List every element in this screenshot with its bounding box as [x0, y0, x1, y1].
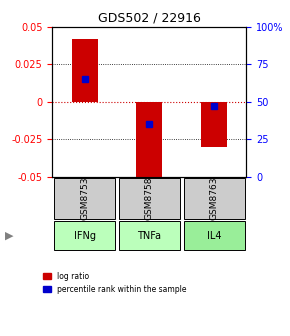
Bar: [72, 39, 97, 102]
FancyBboxPatch shape: [54, 221, 115, 250]
FancyBboxPatch shape: [54, 178, 115, 219]
Text: IL4: IL4: [207, 231, 221, 241]
Text: GSM8753: GSM8753: [80, 177, 89, 220]
Text: GSM8763: GSM8763: [210, 177, 219, 220]
FancyBboxPatch shape: [184, 178, 244, 219]
Text: TNFa: TNFa: [137, 231, 161, 241]
Text: IFNg: IFNg: [74, 231, 96, 241]
FancyBboxPatch shape: [119, 178, 180, 219]
Title: GDS502 / 22916: GDS502 / 22916: [98, 11, 201, 24]
FancyBboxPatch shape: [184, 221, 244, 250]
Bar: [201, 102, 227, 147]
Text: GSM8758: GSM8758: [145, 177, 154, 220]
Legend: log ratio, percentile rank within the sample: log ratio, percentile rank within the sa…: [41, 270, 188, 295]
Bar: [136, 102, 162, 180]
Text: ▶: ▶: [5, 231, 13, 241]
FancyBboxPatch shape: [119, 221, 180, 250]
